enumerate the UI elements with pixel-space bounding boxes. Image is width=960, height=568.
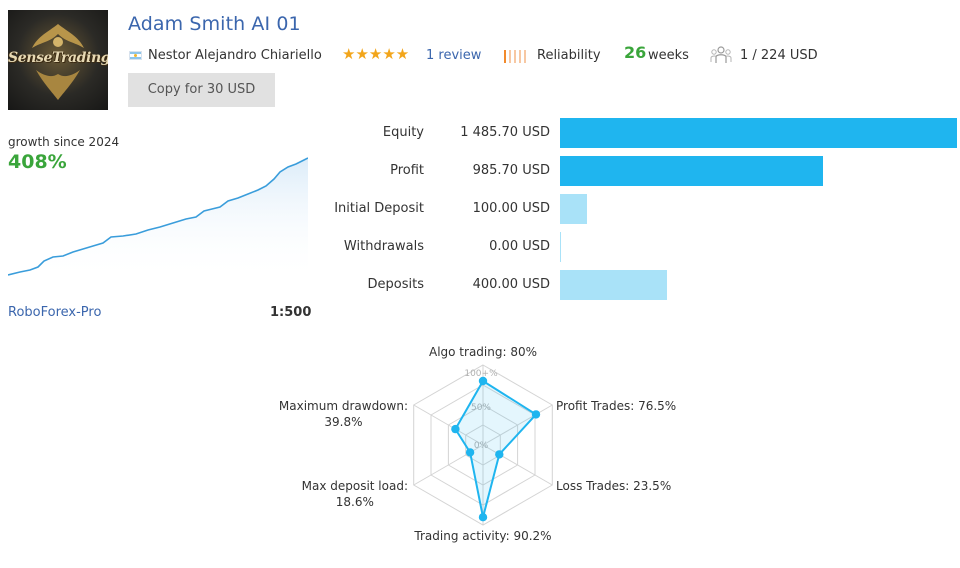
reliability-bars-icon [504,50,532,63]
radar-point [451,424,460,434]
radar-axis-label-value: 18.6% [335,495,374,509]
radar-axis-label: Profit Trades: 76.5% [556,398,676,414]
radar-scale-label: 50% [471,403,491,413]
account-row-value: 100.00 USD [472,201,550,216]
weeks-label: weeks [648,48,689,63]
radar-axis-label-text: Max deposit load: [301,479,408,493]
radar-chart: 100+% 50% 0% Algo trading: 80% Profit Trade… [279,338,680,550]
signal-title[interactable]: Adam Smith AI 01 [128,13,301,35]
radar-spoke [413,404,484,446]
radar-axis-label: Trading activity: 90.2% [414,528,551,544]
account-row-withdrawals: Withdrawals 0.00 USD [320,232,960,262]
account-row-value: 1 485.70 USD [460,125,550,140]
account-row-initial-deposit: Initial Deposit 100.00 USD [320,194,960,224]
subscribers-icon [710,46,732,63]
growth-chart[interactable] [8,155,308,280]
broker-link[interactable]: RoboForex-Pro [8,305,102,320]
radar-axis-label-text: Loss Trades: 23.5% [556,479,672,493]
growth-value: 408% [8,151,67,173]
radar-spoke [482,404,553,446]
leverage-value: 1:500 [270,305,312,320]
radar-point [495,450,504,459]
account-row-equity: Equity 1 485.70 USD [320,118,960,148]
radar-axis-label-text: Maximum drawdown: [278,399,408,413]
account-row-deposits: Deposits 400.00 USD [320,270,960,300]
author-name[interactable]: Nestor Alejandro Chiariello [148,48,322,63]
account-row-profit: Profit 985.70 USD [320,156,960,186]
radar-axis-label-value: 39.8% [324,415,363,429]
radar-scale-label: 100+% [464,369,498,379]
reliability-label: Reliability [537,48,601,63]
radar-axis-label-text: Trading activity: 90.2% [414,529,552,543]
account-row-label: Initial Deposit [334,201,424,216]
rating-stars-icon: ★★★★★ [342,45,410,63]
radar-point [531,410,541,419]
account-row-value: 400.00 USD [472,277,550,292]
account-row-value: 985.70 USD [472,163,550,178]
radar-spoke [482,444,553,486]
argentina-flag-icon [129,51,142,60]
radar-axis-label: Algo trading: 80% [429,344,537,360]
radar-svg: 100+% 50% 0% [413,364,553,526]
account-row-label: Withdrawals [343,239,424,254]
subscribers-count: 1 / 224 USD [740,48,818,63]
golden-ornament-icon [32,24,84,100]
account-row-bar [560,270,667,300]
copy-signal-button[interactable]: Copy for 30 USD [128,73,275,107]
account-row-label: Equity [382,125,424,140]
radar-axis-label: Max deposit load: 18.6% [302,478,408,510]
logo-text: SenseTrading [8,50,108,66]
account-row-value: 0.00 USD [489,239,550,254]
radar-axis-label: Loss Trades: 23.5% [556,478,671,494]
radar-point [465,448,475,457]
account-row-bar [560,194,587,224]
account-row-label: Profit [390,163,424,178]
growth-area [8,158,308,280]
weeks-count: 26 [624,43,647,62]
account-row-bar [560,156,823,186]
radar-axis-label-text: Profit Trades: 76.5% [556,399,677,413]
radar-point [478,513,488,522]
radar-scale-label: 0% [474,441,489,451]
growth-line [8,157,308,276]
account-row-label: Deposits [367,277,424,292]
account-row-bar [560,232,561,262]
account-row-bar [560,118,957,148]
radar-axis-label-text: Algo trading: 80% [428,345,538,359]
signal-logo[interactable]: SenseTrading [8,10,108,110]
radar-point [478,376,488,386]
growth-label: growth since 2024 [8,135,120,149]
review-link[interactable]: 1 review [426,48,482,63]
radar-data-area [454,379,538,518]
radar-axis-label: Maximum drawdown: 39.8% [279,398,408,430]
